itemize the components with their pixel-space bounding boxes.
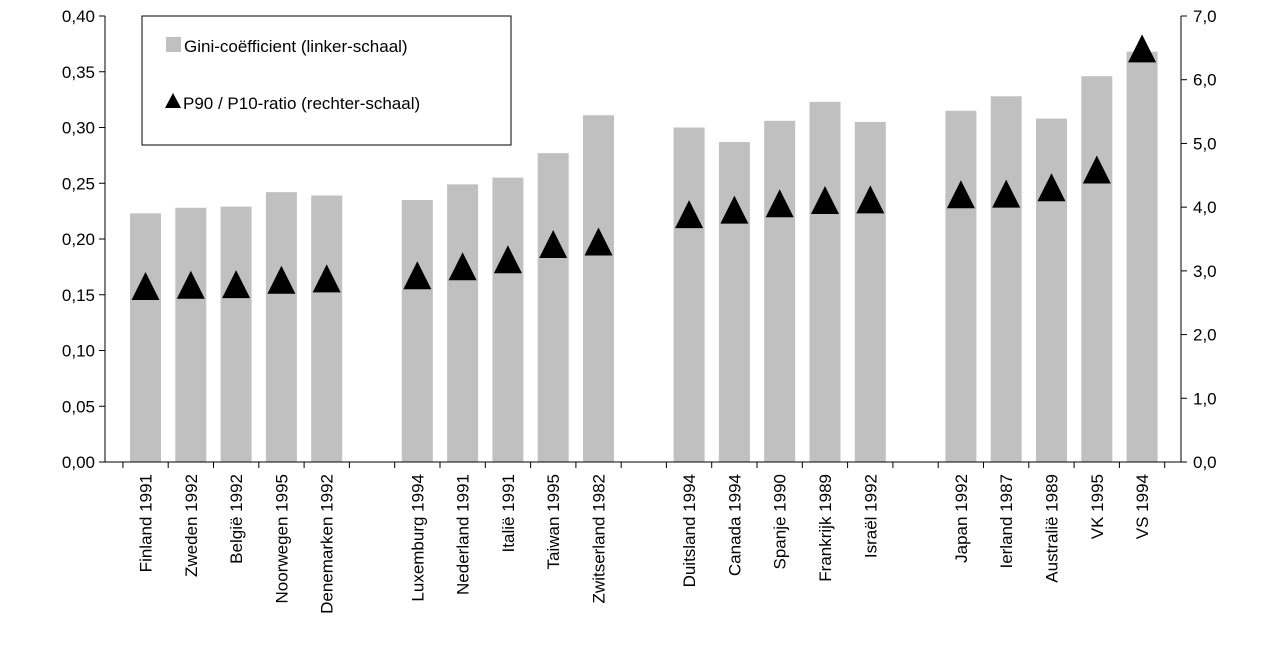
marker-p90p10	[720, 195, 749, 224]
category-label: Canada 1994	[725, 474, 744, 576]
y-right-tick-label: 1,0	[1193, 389, 1217, 408]
y-right-tick-label: 6,0	[1193, 71, 1217, 90]
bar-gini	[175, 207, 207, 462]
y-right-tick-label: 4,0	[1193, 198, 1217, 217]
y-right-tick-label: 7,0	[1193, 7, 1217, 26]
bar-gini	[1081, 76, 1113, 463]
marker-p90p10	[811, 186, 839, 215]
y-left-tick-label: 0,05	[62, 397, 95, 416]
y-right-tick-label: 3,0	[1193, 262, 1217, 281]
category-label: Spanje 1990	[771, 474, 790, 569]
category-labels: Finland 1991 Zweden 1992 België 1992 Noorwe…	[137, 474, 1153, 614]
category-label: Australië 1989	[1043, 474, 1062, 583]
category-label: Denemarken 1992	[318, 474, 337, 614]
marker-p90p10	[856, 185, 885, 214]
y-left-tick-label: 0,40	[62, 7, 95, 26]
category-label: Luxemburg 1994	[408, 474, 427, 602]
category-label: Frankrijk 1989	[816, 474, 835, 582]
bar-gini	[401, 199, 433, 462]
category-label: Noorwegen 1995	[272, 474, 291, 603]
legend-swatch-gini	[166, 37, 181, 52]
y-right-tick-label: 0,0	[1193, 453, 1217, 472]
legend: Gini-coëfficient (linker-schaal) P90 / P…	[141, 15, 512, 146]
bar-gini	[945, 110, 977, 463]
bar-gini	[583, 115, 614, 463]
bar-gini	[764, 120, 796, 462]
y-right-tick-label: 2,0	[1193, 326, 1217, 345]
bar-gini	[718, 141, 750, 462]
marker-p90p10	[267, 265, 296, 294]
y-left-tick-label: 0,00	[62, 453, 95, 472]
bar-gini	[809, 101, 841, 462]
marker-p90p10	[222, 270, 251, 299]
y-left-tick-label: 0,30	[62, 119, 95, 138]
legend-label-p90p10: P90 / P10-ratio (rechter-schaal)	[183, 94, 420, 113]
marker-p90p10	[312, 264, 341, 293]
marker-p90p10	[584, 227, 613, 256]
bar-gini	[265, 192, 297, 463]
marker-p90p10	[539, 230, 568, 259]
y-right-tick-label: 5,0	[1193, 134, 1217, 153]
y-left-tick-label: 0,35	[62, 63, 95, 82]
marker-p90p10	[403, 261, 432, 290]
category-label: België 1992	[227, 474, 246, 564]
y-left-tick-label: 0,10	[62, 342, 95, 361]
y-left-tick-label: 0,20	[62, 230, 95, 249]
marker-p90p10	[176, 270, 205, 299]
bar-gini	[311, 195, 343, 462]
bar-gini	[854, 121, 886, 463]
category-label: Japan 1992	[952, 474, 971, 563]
category-label: VS 1994	[1133, 474, 1152, 539]
bar-gini	[447, 184, 479, 463]
marker-p90p10	[1082, 155, 1111, 184]
bar-gini	[537, 153, 569, 462]
marker-p90p10	[131, 272, 160, 301]
marker-p90p10	[765, 189, 794, 218]
markers-layer	[131, 34, 1157, 301]
marker-p90p10	[1037, 173, 1066, 202]
bar-gini	[1036, 118, 1067, 462]
category-label: Israël 1992	[861, 474, 880, 558]
bar-gini	[220, 206, 252, 462]
category-label: Nederland 1991	[454, 474, 473, 595]
category-label: Italië 1991	[499, 474, 518, 552]
category-label: Zwitserland 1982	[590, 474, 609, 603]
bar-gini	[1126, 51, 1158, 463]
marker-p90p10	[946, 180, 975, 209]
category-label: Duitsland 1994	[680, 474, 699, 587]
legend-label-gini: Gini-coëfficient (linker-schaal)	[184, 37, 408, 56]
y-left-tick-label: 0,15	[62, 286, 95, 305]
y-left-tick-label: 0,25	[62, 174, 95, 193]
bar-gini	[673, 127, 705, 462]
marker-p90p10	[675, 200, 704, 229]
bar-gini	[990, 96, 1022, 462]
marker-p90p10	[1128, 34, 1157, 63]
axes-layer: 0,00 0,05 0,10 0,15 0,20 0,25 0,30 0,35 0,40 0,0 1…	[62, 7, 1217, 472]
category-label: VK 1995	[1088, 474, 1107, 539]
marker-p90p10	[493, 245, 522, 274]
category-label: Finland 1991	[137, 474, 156, 572]
legend-box	[141, 15, 512, 146]
category-label: Ierland 1987	[997, 474, 1016, 569]
bars-layer	[130, 51, 1158, 463]
category-label: Taiwan 1995	[544, 474, 563, 569]
bar-gini	[492, 177, 524, 463]
legend-swatch-p90p10	[165, 93, 181, 108]
marker-p90p10	[992, 179, 1021, 208]
marker-p90p10	[448, 252, 477, 281]
bar-gini	[130, 213, 161, 462]
category-label: Zweden 1992	[182, 474, 201, 577]
